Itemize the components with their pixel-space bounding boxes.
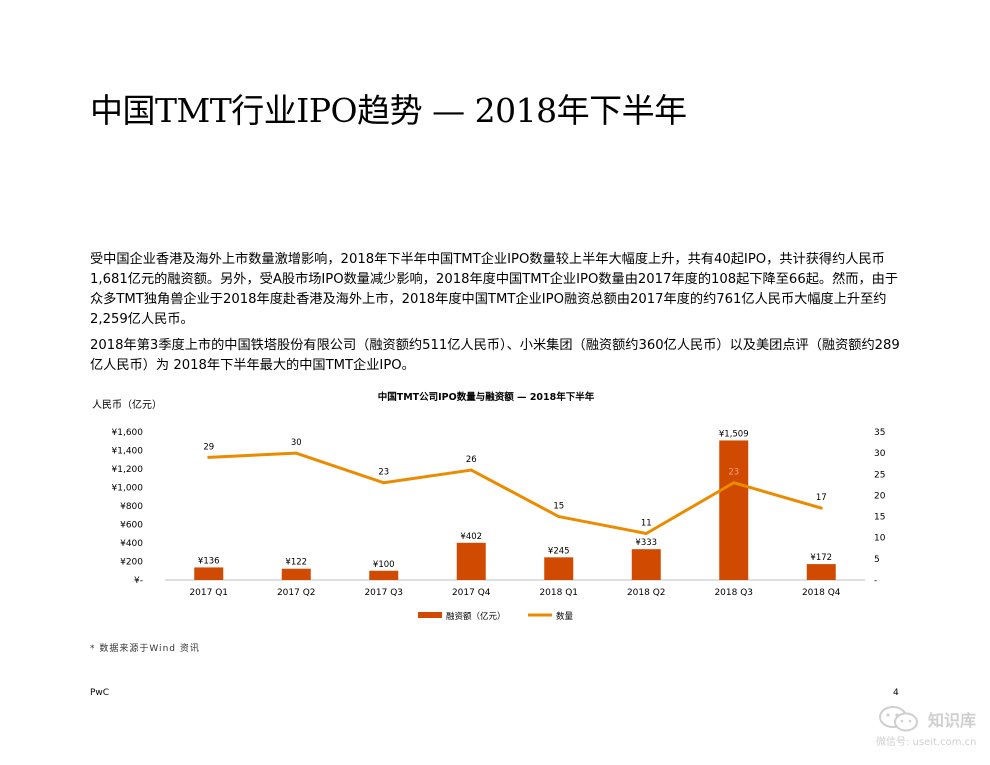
- bar: [456, 542, 486, 580]
- watermark: 知识库 微信号: useit.com.cn: [872, 703, 990, 753]
- body-text: 受中国企业香港及海外上市数量激增影响，2018年下半年中国TMT企业IPO数量较…: [90, 250, 908, 382]
- y-right-tick-label: 10: [874, 534, 886, 544]
- legend-label-line: 数量: [556, 611, 574, 622]
- legend-swatch-bar: [418, 612, 442, 618]
- bar-value-label: ¥122: [285, 558, 307, 568]
- x-tick-label: 2017 Q4: [452, 588, 491, 598]
- count-value-label: 23: [728, 468, 739, 478]
- count-value-label: 23: [378, 468, 389, 478]
- paragraph-1: 受中国企业香港及海外上市数量激增影响，2018年下半年中国TMT企业IPO数量较…: [90, 252, 899, 327]
- count-value-label: 30: [291, 438, 302, 448]
- plot-area: ¥- ¥200 ¥400 ¥600 ¥800 ¥1,000 ¥1,200 ¥1,400 ¥1,6…: [112, 428, 886, 598]
- count-value-label: 11: [641, 518, 652, 528]
- footer-brand: PwC: [90, 688, 110, 698]
- bar-value-label: ¥136: [198, 556, 220, 566]
- y-left-tick-label: ¥-: [134, 576, 143, 586]
- count-point: [207, 455, 211, 459]
- y-right-tick-label: 5: [874, 555, 880, 565]
- footnote: * 数据来源于Wind 资讯: [90, 644, 200, 654]
- y-right-tick-label: 15: [874, 513, 885, 523]
- x-tick-label: 2017 Q2: [277, 588, 316, 598]
- y-right-tick-label: 35: [874, 428, 885, 438]
- x-tick-label: 2017 Q1: [189, 588, 228, 598]
- y-left-tick-label: ¥1,400: [112, 447, 144, 457]
- x-tick-label: 2018 Q2: [627, 588, 666, 598]
- paragraph-2: 2018年第3季度上市的中国铁塔股份有限公司（融资额约511亿人民币）、小米集团…: [90, 338, 900, 373]
- bar: [194, 567, 224, 580]
- count-point: [294, 451, 298, 455]
- watermark-sub: 微信号: useit.com.cn: [876, 737, 977, 748]
- bar: [806, 564, 836, 580]
- count-value-label: 15: [553, 502, 564, 512]
- y-axis-label: 人民币（亿元）: [92, 398, 162, 411]
- bar-value-label: ¥172: [810, 553, 832, 563]
- count-point: [382, 481, 386, 485]
- bar: [719, 440, 749, 580]
- count-value-label: 17: [816, 493, 827, 503]
- count-point: [819, 506, 823, 510]
- y-right-tick-label: 30: [874, 449, 886, 459]
- bar: [544, 557, 574, 580]
- x-tick-label: 2018 Q3: [714, 588, 753, 598]
- bar-value-label: ¥245: [548, 546, 570, 556]
- bar: [631, 549, 661, 580]
- bar-value-label: ¥100: [373, 560, 395, 570]
- page-number: 4: [893, 688, 899, 698]
- count-point: [732, 481, 736, 485]
- count-value-label: 29: [203, 442, 214, 452]
- y-left-tick-label: ¥1,000: [112, 484, 144, 494]
- chart-legend: 融资额（亿元） 数量: [418, 611, 574, 622]
- y-right-tick-label: 25: [874, 470, 885, 480]
- y-left-tick-label: ¥600: [120, 521, 143, 531]
- chart-title: 中国TMT公司IPO数量与融资额 — 2018年下半年: [378, 391, 595, 403]
- bar-value-label: ¥333: [635, 538, 657, 548]
- y-left-tick-label: ¥200: [120, 558, 143, 568]
- count-series-line: [208, 451, 822, 535]
- legend-label-bar: 融资额（亿元）: [446, 611, 506, 622]
- watermark-name: 知识库: [928, 711, 977, 730]
- y-right-tick-label: 20: [874, 491, 886, 501]
- ipo-chart: 中国TMT公司IPO数量与融资额 — 2018年下半年 人民币（亿元） ¥- ¥2…: [92, 391, 886, 622]
- count-point: [557, 515, 561, 519]
- count-point: [469, 468, 473, 472]
- bar: [281, 568, 311, 580]
- y-left-tick-label: ¥1,600: [112, 428, 144, 438]
- y-right-tick-label: -: [874, 576, 877, 586]
- y-left-tick-label: ¥400: [120, 539, 143, 549]
- bar-value-label: ¥1,509: [719, 429, 749, 439]
- bar-value-label: ¥402: [460, 532, 482, 542]
- count-point: [644, 531, 648, 535]
- y-left-tick-label: ¥800: [120, 502, 143, 512]
- y-left-tick-label: ¥1,200: [112, 465, 144, 475]
- x-tick-label: 2018 Q4: [802, 588, 841, 598]
- x-tick-label: 2018 Q1: [539, 588, 578, 598]
- count-value-label: 26: [466, 455, 477, 465]
- wechat-icon: [879, 706, 918, 732]
- x-tick-label: 2017 Q3: [364, 588, 403, 598]
- bar: [369, 570, 399, 580]
- page-title: 中国TMT行业IPO趋势 — 2018年下半年: [90, 91, 687, 130]
